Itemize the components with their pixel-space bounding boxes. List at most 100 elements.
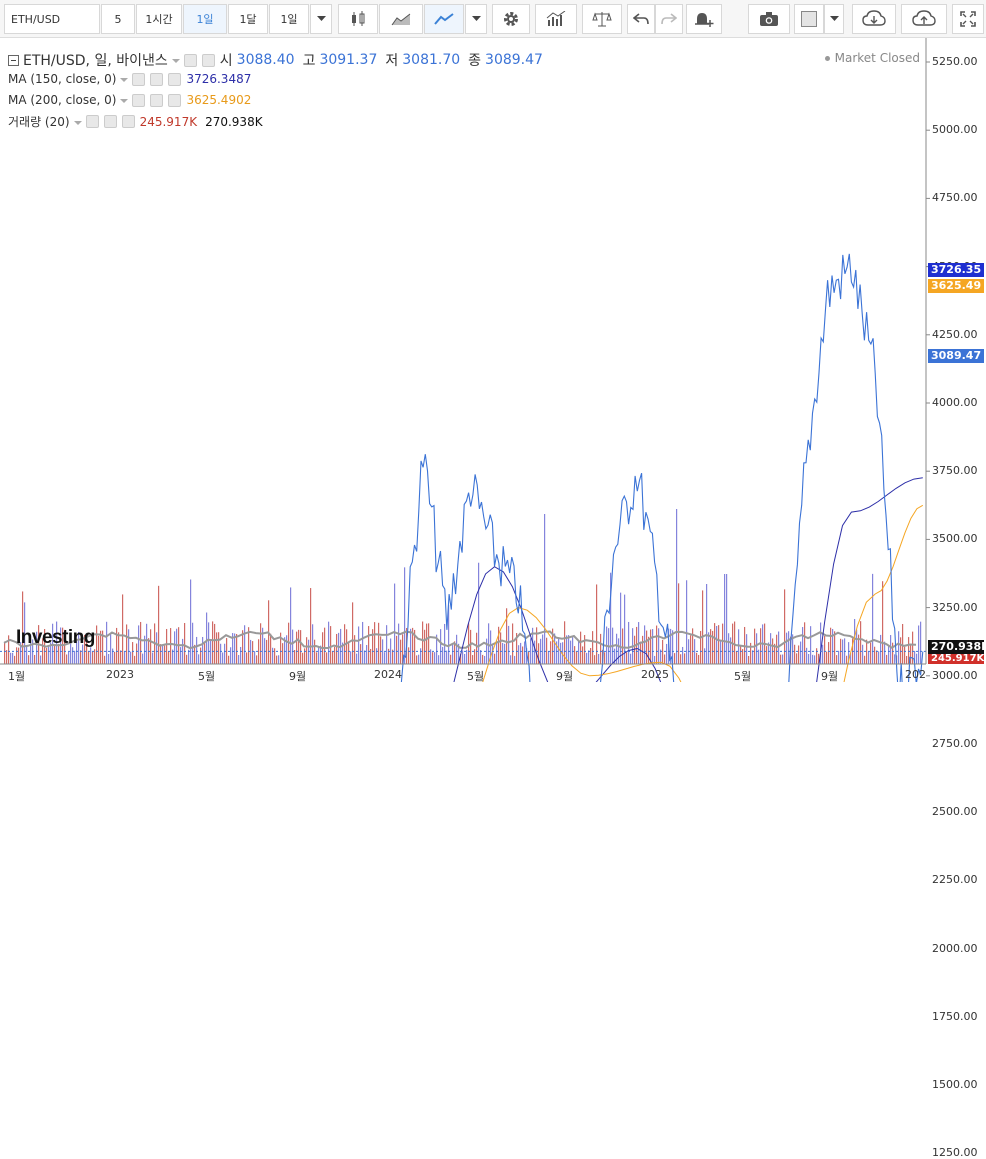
volume-bar (434, 652, 436, 664)
indicators-button[interactable] (535, 4, 577, 34)
volume-bar (144, 635, 146, 664)
volume-bar (500, 632, 502, 664)
volume-bar (326, 652, 328, 664)
undo-button[interactable] (627, 4, 655, 34)
chevron-down-icon[interactable] (120, 72, 129, 86)
gear-icon[interactable] (201, 53, 215, 67)
chevron-down-icon[interactable] (73, 115, 82, 129)
volume-bar (352, 602, 354, 664)
close-value: 3089.47 (485, 52, 543, 68)
volume-label: 거래량 (20) (8, 115, 70, 129)
volume-bar (838, 650, 840, 664)
high-value: 3091.37 (319, 52, 378, 68)
volume-bar (180, 647, 182, 664)
volume-bar (686, 580, 688, 664)
eye-icon[interactable] (132, 72, 146, 86)
color-chevron-button[interactable] (824, 4, 844, 34)
color-button[interactable] (794, 4, 824, 34)
close-icon[interactable] (121, 115, 135, 128)
volume-bar (742, 649, 744, 664)
main-legend: ETH/USD, 일, 바이낸스 시 3088.40 고 3091.37 저 3081… (8, 50, 543, 70)
chart-grid (926, 61, 930, 677)
eye-icon[interactable] (183, 53, 197, 67)
volume-bar (786, 632, 788, 664)
chart-type-chevron-button[interactable] (465, 4, 487, 34)
volume-bar (712, 630, 714, 664)
volume-bar (498, 626, 500, 664)
volume-bar (454, 641, 456, 664)
settings-button[interactable] (492, 4, 530, 34)
volume-bar (776, 634, 778, 664)
eye-icon[interactable] (85, 115, 99, 128)
volume-bar (142, 653, 144, 664)
snapshot-button[interactable] (748, 4, 790, 34)
redo-button[interactable] (655, 4, 683, 34)
volume-bar (208, 622, 210, 664)
gear-icon[interactable] (150, 72, 164, 86)
interval-1d-button[interactable]: 1일 (183, 4, 227, 34)
volume-bar (388, 648, 390, 664)
volume-bar (600, 633, 602, 664)
price-chart[interactable] (0, 0, 986, 682)
compare-button[interactable] (582, 4, 622, 34)
volume-bar (584, 635, 586, 664)
volume-bar (718, 625, 720, 664)
volume-bar (788, 631, 790, 664)
close-icon[interactable] (168, 72, 182, 86)
gear-icon[interactable] (150, 93, 164, 107)
volume-bar (824, 636, 826, 664)
y-tick-label: 1750.00 (932, 1009, 978, 1023)
volume-bar (334, 646, 336, 664)
volume-bar (814, 655, 816, 664)
scale-icon (592, 11, 612, 27)
volume-ma-line (3, 630, 917, 650)
undo-icon (633, 13, 649, 25)
interval-1mo-button[interactable]: 1달 (228, 4, 268, 34)
volume-bar (242, 630, 244, 664)
load-chart-button[interactable] (852, 4, 896, 34)
eye-icon[interactable] (132, 93, 146, 107)
x-tick-label: 9월 (289, 670, 307, 683)
volume-bar (298, 629, 300, 664)
volume-bar (766, 646, 768, 664)
x-tick-label: 1월 (8, 670, 26, 683)
area-type-button[interactable] (379, 4, 423, 34)
volume-bar (920, 621, 922, 664)
alert-button[interactable] (686, 4, 722, 34)
symbol-input[interactable]: ETH/USD (4, 4, 100, 34)
volume-bar (166, 628, 168, 664)
interval-chevron-button[interactable] (310, 4, 332, 34)
volume-bar (466, 649, 468, 664)
volume-bar (98, 635, 100, 664)
chevron-down-icon[interactable] (120, 93, 129, 107)
volume-bar (738, 629, 740, 664)
volume-bar (84, 634, 86, 664)
fullscreen-button[interactable] (952, 4, 984, 34)
candlestick-type-button[interactable] (338, 4, 378, 34)
collapse-icon[interactable] (8, 54, 19, 66)
volume-bar (34, 654, 36, 664)
interval-1h-button[interactable]: 1시간 (136, 4, 182, 34)
volume-bar (618, 638, 620, 664)
interval-5-button[interactable]: 5 (101, 4, 135, 34)
chevron-down-icon[interactable] (171, 53, 180, 67)
price-line (400, 253, 924, 682)
volume-bar (192, 622, 194, 664)
volume-bar (24, 602, 26, 664)
volume-bar (914, 650, 916, 664)
y-tick-label: 5250.00 (932, 55, 978, 68)
volume-bar (622, 628, 624, 664)
volume-bar (86, 641, 88, 664)
save-chart-button[interactable] (901, 4, 947, 34)
gear-icon[interactable] (103, 115, 117, 128)
volume-bar (230, 647, 232, 664)
volume-bar (486, 638, 488, 664)
price-line-path (400, 253, 924, 682)
volume-bar (770, 633, 772, 664)
interval-dropdown-button[interactable]: 1일 (269, 4, 309, 34)
line-type-button[interactable] (424, 4, 464, 34)
interval-5-label: 5 (114, 12, 122, 26)
x-tick-label: 5월 (467, 670, 485, 683)
close-icon[interactable] (168, 93, 182, 107)
volume-legend: 거래량 (20) 245.917K 270.938K (8, 113, 263, 130)
